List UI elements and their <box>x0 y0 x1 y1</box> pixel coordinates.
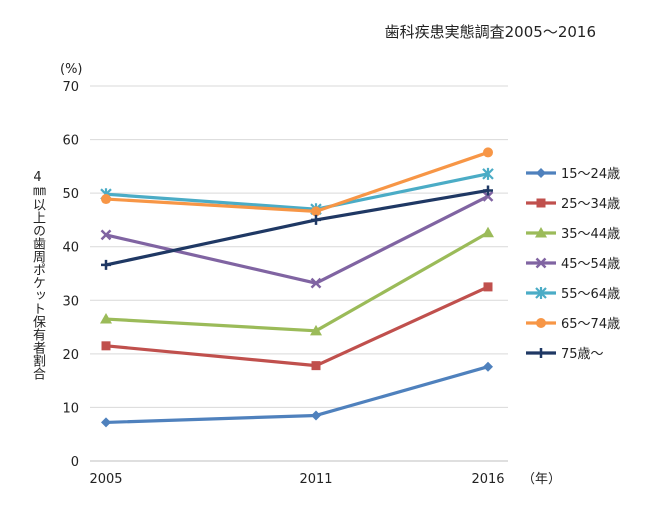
data-point <box>483 282 493 292</box>
legend-item: 75歳～ <box>526 347 604 362</box>
source-note: 歯科疾患実態調査2005～2016 <box>385 23 596 41</box>
y-axis-label: 4㎜以上の歯周ポケット保有者割合 <box>30 170 45 380</box>
y-tick-label: 30 <box>62 294 79 309</box>
legend-label: 55～64歳 <box>561 287 620 302</box>
data-point <box>535 227 547 238</box>
data-point <box>311 410 321 421</box>
series-1 <box>101 361 493 428</box>
axes: 0 10 20 30 40 50 60 70 2005 2011 2016 <box>62 80 508 487</box>
data-point <box>101 259 111 270</box>
data-point <box>536 348 546 358</box>
y-tick-label: 70 <box>62 80 79 95</box>
data-point <box>483 147 493 158</box>
data-point <box>101 341 111 351</box>
legend-item: 25～34歳 <box>526 197 620 212</box>
y-tick-label: 50 <box>62 187 79 202</box>
series-line <box>104 150 490 213</box>
x-tick-label: 2005 <box>89 472 122 487</box>
data-point <box>310 277 322 289</box>
legend-label: 45～54歳 <box>561 257 620 272</box>
legend-label: 75歳～ <box>561 347 604 362</box>
data-point <box>535 287 547 299</box>
data-point <box>310 324 322 336</box>
legend-label: 25～34歳 <box>561 197 620 212</box>
data-point <box>536 318 546 328</box>
legend-item: 45～54歳 <box>526 257 620 272</box>
legend-item: 55～64歳 <box>526 287 620 302</box>
data-point <box>483 185 493 196</box>
data-point <box>311 206 321 217</box>
legend-label: 15～24歳 <box>561 167 620 182</box>
series-3 <box>100 226 494 336</box>
legend-item: 65～74歳 <box>526 317 620 332</box>
y-tick-label: 0 <box>71 455 79 470</box>
data-point <box>535 257 547 269</box>
x-unit-label: （年） <box>522 472 561 487</box>
data-point <box>311 214 321 225</box>
y-tick-label: 40 <box>62 241 79 256</box>
legend-label: 65～74歳 <box>561 317 620 332</box>
series-group <box>100 147 494 428</box>
data-point <box>482 190 494 202</box>
legend-item: 35～44歳 <box>526 227 620 242</box>
series-7 <box>101 185 493 270</box>
y-unit-label: (%) <box>60 62 83 77</box>
legend-item: 15～24歳 <box>526 167 620 182</box>
series-5 <box>100 167 494 216</box>
data-point <box>311 361 321 371</box>
y-tick-label: 60 <box>62 134 79 149</box>
data-point <box>100 229 112 241</box>
data-point <box>101 417 111 428</box>
x-tick-label: 2016 <box>471 472 504 487</box>
legend: 15～24歳 25～34歳 35～44歳 45～54歳 55～64歳 65～74歳 75歳～ <box>526 167 620 362</box>
data-point <box>536 198 546 208</box>
x-tick-label: 2011 <box>299 472 332 487</box>
y-tick-label: 20 <box>62 348 79 363</box>
y-tick-label: 10 <box>62 401 79 416</box>
series-6 <box>101 147 493 217</box>
series-line <box>104 365 490 425</box>
data-point <box>483 361 493 372</box>
data-point <box>482 226 494 238</box>
data-point <box>100 313 112 324</box>
series-2 <box>101 282 493 371</box>
data-point <box>482 167 494 180</box>
grid-lines <box>90 85 508 408</box>
legend-label: 35～44歳 <box>561 227 620 242</box>
data-point <box>536 168 546 178</box>
series-4 <box>100 190 494 289</box>
data-point <box>101 194 111 205</box>
